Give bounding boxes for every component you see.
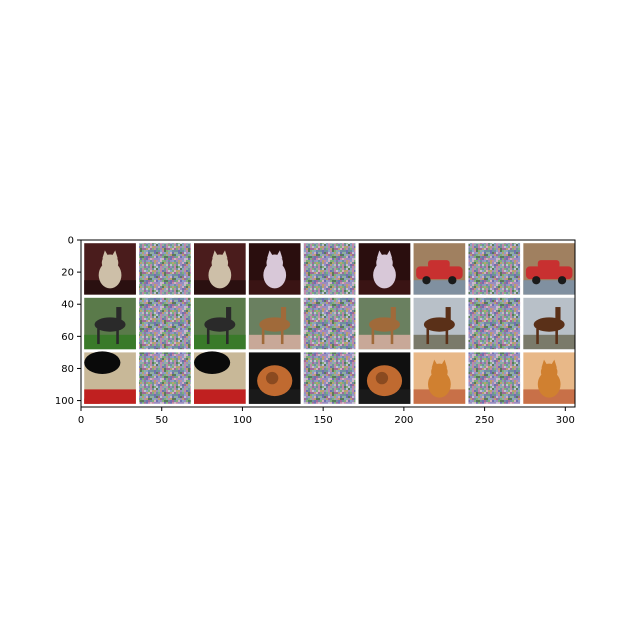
x-tick-label: 300 — [556, 415, 575, 426]
noise-tile — [303, 297, 356, 350]
image-tile-curl — [248, 352, 301, 404]
y-tick-label: 20 — [61, 268, 74, 279]
noise-tile — [468, 352, 521, 404]
image-tile-horse — [194, 297, 246, 350]
image-tile-cat — [84, 243, 136, 295]
y-tick-label: 60 — [61, 332, 74, 343]
image-tile-car — [413, 243, 466, 295]
y-tick-label: 40 — [61, 300, 74, 311]
noise-tile — [303, 243, 356, 295]
noise-tile — [139, 352, 191, 404]
image-tile-curl — [358, 352, 411, 404]
y-tick-label: 80 — [61, 364, 74, 375]
noise-tile — [139, 243, 191, 295]
image-tile-horse — [523, 297, 575, 350]
noise-tile — [303, 352, 356, 404]
image-tile-cat — [358, 243, 411, 295]
image-tile-horse — [358, 297, 411, 350]
image-tile-cat — [194, 243, 246, 295]
image-tile-cat — [413, 352, 466, 404]
image-tile-cat — [248, 243, 301, 295]
noise-tile — [468, 297, 521, 350]
y-tick-label: 0 — [68, 236, 74, 247]
x-tick-label: 50 — [155, 415, 168, 426]
y-tick-label: 100 — [55, 396, 74, 407]
image-tile-horse — [248, 297, 301, 350]
noise-tile — [468, 243, 521, 295]
image-tile-blob — [84, 351, 136, 404]
image-tile-blob — [194, 351, 246, 404]
image-tile-cat — [523, 352, 575, 404]
x-tick-label: 0 — [78, 415, 84, 426]
x-tick-label: 200 — [394, 415, 413, 426]
x-tick-label: 150 — [314, 415, 333, 426]
x-axis: 0 50 100 150 200 250 300 — [78, 407, 575, 426]
axes-frame — [80, 239, 576, 408]
x-tick-label: 250 — [475, 415, 494, 426]
image-tile-horse — [84, 297, 136, 350]
x-tick-label: 100 — [233, 415, 252, 426]
noise-tile — [139, 297, 191, 350]
y-axis: 0 20 40 60 80 100 — [55, 236, 81, 407]
image-tile-car — [523, 243, 575, 295]
tile-grid — [84, 243, 575, 404]
image-tile-horse — [413, 297, 466, 350]
